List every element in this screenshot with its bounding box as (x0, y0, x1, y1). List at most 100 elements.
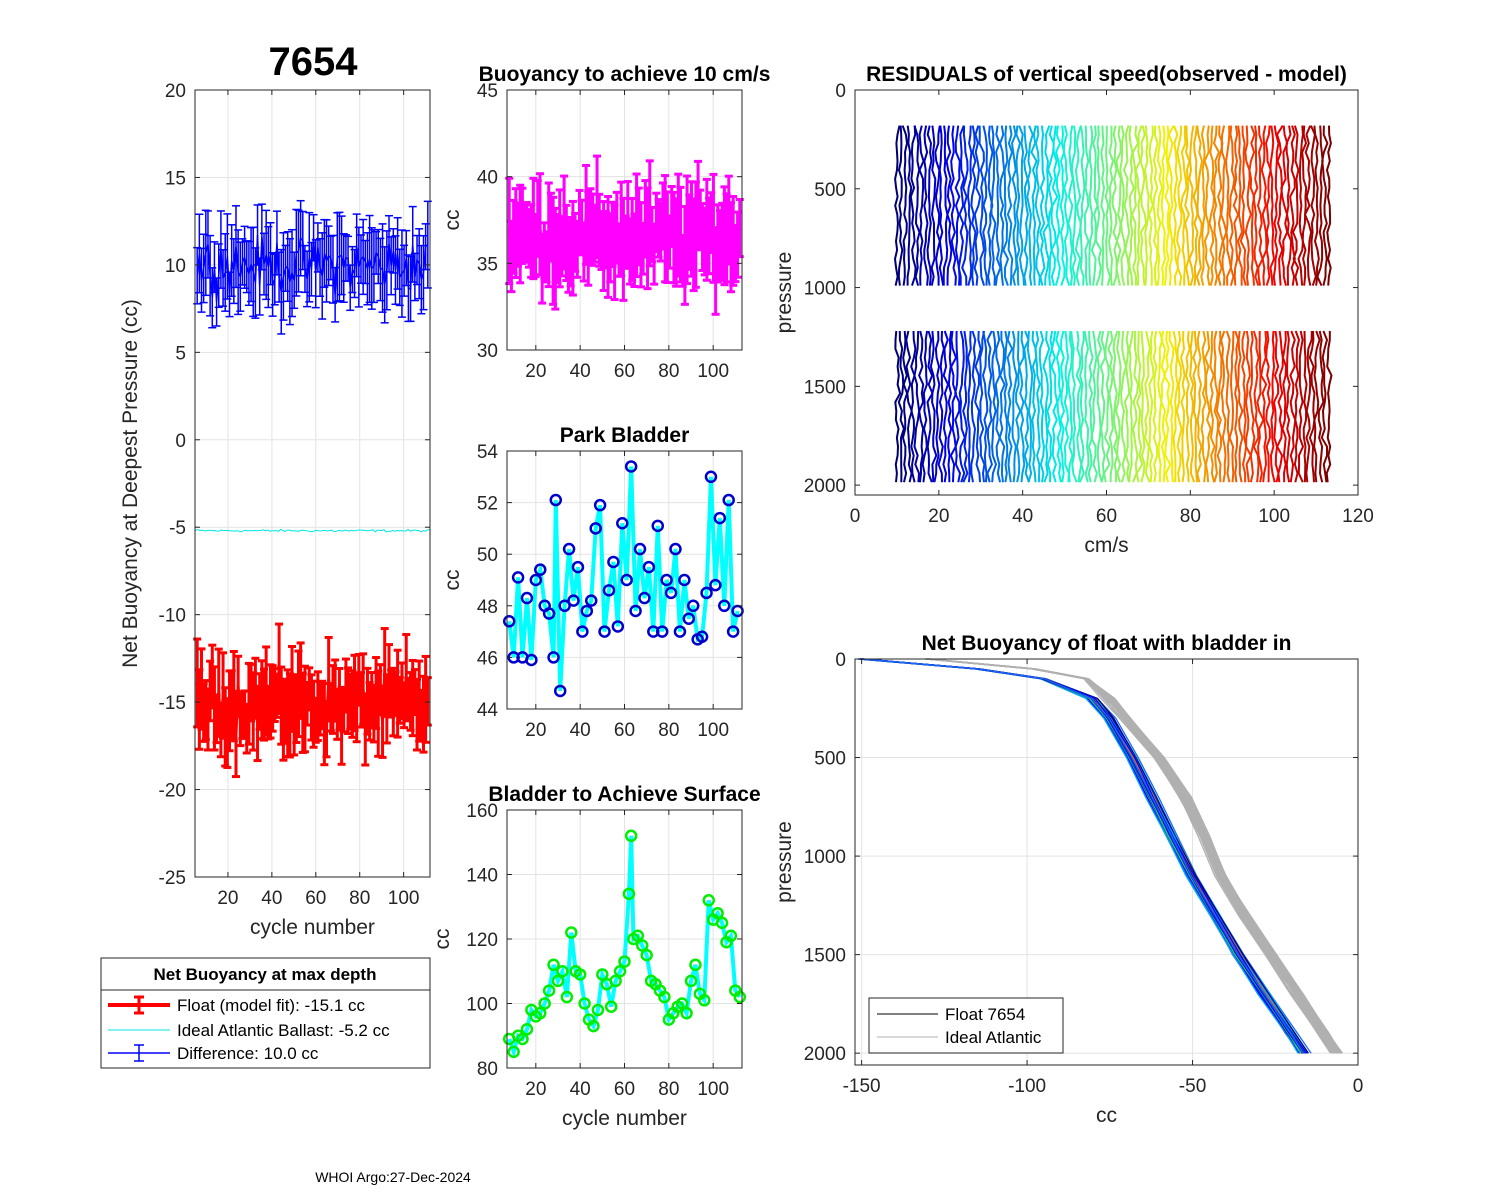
residual-profile-line (1148, 330, 1155, 483)
residual-profile-line (1239, 125, 1247, 286)
residual-profile-line (1096, 330, 1103, 483)
x-tick-label: 80 (658, 1079, 679, 1100)
x-tick-label: 100 (697, 361, 729, 382)
data-point (520, 1023, 534, 1036)
y-axis-label: pressure (773, 252, 796, 334)
y-tick-label: 500 (814, 749, 846, 770)
residual-profile-line (1063, 330, 1070, 483)
residual-profile-line (1074, 125, 1082, 286)
residual-profile-line (1083, 330, 1090, 483)
y-tick-label: 1500 (804, 946, 846, 967)
x-tick-label: 20 (525, 361, 546, 382)
residual-profile-line (1256, 331, 1265, 483)
float-profile-line (861, 658, 1304, 1054)
data-point (560, 990, 574, 1004)
data-point (711, 906, 724, 920)
residual-profile-line (1302, 330, 1308, 483)
y-tick-label: 140 (466, 866, 498, 887)
data-point (578, 997, 591, 1010)
residual-profile-line (1220, 330, 1227, 483)
x-tick-label: 60 (614, 1079, 635, 1100)
residual-profile-line (1104, 125, 1112, 286)
residual-profile-line (1039, 125, 1046, 286)
residual-profile-line (1152, 330, 1159, 483)
data-point (538, 997, 551, 1010)
data-point (722, 493, 735, 507)
residual-profile-line (1002, 330, 1009, 483)
residual-profile-line (1289, 330, 1297, 483)
residual-profile-line (1123, 330, 1131, 483)
residual-profile-line (1188, 125, 1195, 286)
residual-profile-line (901, 330, 909, 483)
series-line (195, 668, 429, 734)
residual-profile-line (1215, 330, 1223, 483)
data-point (511, 571, 525, 584)
data-point (611, 620, 625, 633)
series-line (194, 528, 430, 533)
residual-profile-line (1054, 125, 1062, 286)
data-point (567, 594, 580, 607)
residual-profile-line (1157, 330, 1164, 483)
x-tick-label: 60 (1096, 506, 1117, 527)
residual-profile-line (1026, 330, 1034, 483)
data-point (607, 555, 620, 569)
residual-profile-line (954, 125, 961, 286)
residual-profile-line (994, 125, 1002, 286)
plot-content (857, 658, 1343, 1054)
data-point (660, 573, 673, 587)
residual-profile-line (1011, 330, 1018, 483)
residual-profile-line (1015, 330, 1022, 483)
data-point (733, 990, 747, 1004)
residual-profile-line (1241, 330, 1248, 483)
data-point (562, 542, 576, 556)
y-tick-label: 10 (165, 256, 186, 277)
axes-frame: 20 40 60 80 100 -25 -20 -15 -10 -5 0 5 10 15 20 cycle n… (119, 81, 431, 939)
data-point (556, 965, 569, 978)
residual-profile-line (897, 125, 904, 286)
data-point (713, 511, 727, 525)
data-point (596, 968, 609, 981)
residual-profile-line (1015, 125, 1022, 286)
residual-profile-line (1203, 125, 1211, 286)
y-tick-label: -10 (159, 606, 186, 627)
data-point (642, 560, 656, 574)
footer-stamp: WHOI Argo:27-Dec-2024 (315, 1169, 471, 1185)
panel-title: Bladder to Achieve Surface (488, 783, 760, 806)
series-ideal-atlantic (924, 658, 1343, 1054)
y-axis-label: pressure (773, 821, 796, 903)
x-tick-label: -100 (1008, 1076, 1046, 1097)
x-tick-label: 40 (1012, 506, 1033, 527)
residual-profile-line (1034, 330, 1041, 483)
y-tick-label: 52 (477, 494, 498, 515)
residual-profile-line (1285, 330, 1291, 483)
data-point (684, 974, 698, 988)
x-tick-label: -150 (843, 1076, 881, 1097)
data-point (655, 625, 669, 638)
series-park_bladder (502, 460, 744, 698)
residual-profile-line (1184, 330, 1191, 483)
x-tick-label: 20 (525, 1079, 546, 1100)
ideal-profile-line (924, 658, 1331, 1054)
data-point (520, 591, 534, 605)
data-point (640, 948, 653, 962)
residual-profile-line (1236, 330, 1244, 483)
axes-frame: 20 40 60 80 100 44 46 48 50 52 54 Park Bladder cc (441, 424, 743, 741)
residual-profile-line (1264, 125, 1272, 286)
residual-profile-line (1122, 125, 1131, 286)
data-point (616, 516, 629, 530)
residual-profile-line (1168, 330, 1175, 483)
residual-profile-line (994, 330, 1002, 483)
y-tick-label: 45 (477, 81, 498, 102)
legend-swatch-difference (108, 1044, 170, 1062)
residual-profile-line (1167, 125, 1175, 286)
residual-profile-line (910, 330, 917, 483)
residual-profile-line (1050, 330, 1059, 483)
axes-box (194, 89, 431, 878)
data-point (593, 498, 607, 512)
data-point (635, 939, 649, 952)
residual-profile-line (1217, 125, 1224, 286)
data-point (576, 625, 589, 638)
residual-profile-line (1006, 330, 1014, 483)
residual-profile-line (918, 125, 925, 286)
legend-entry-float: Float (model fit): -15.1 cc (177, 996, 366, 1015)
